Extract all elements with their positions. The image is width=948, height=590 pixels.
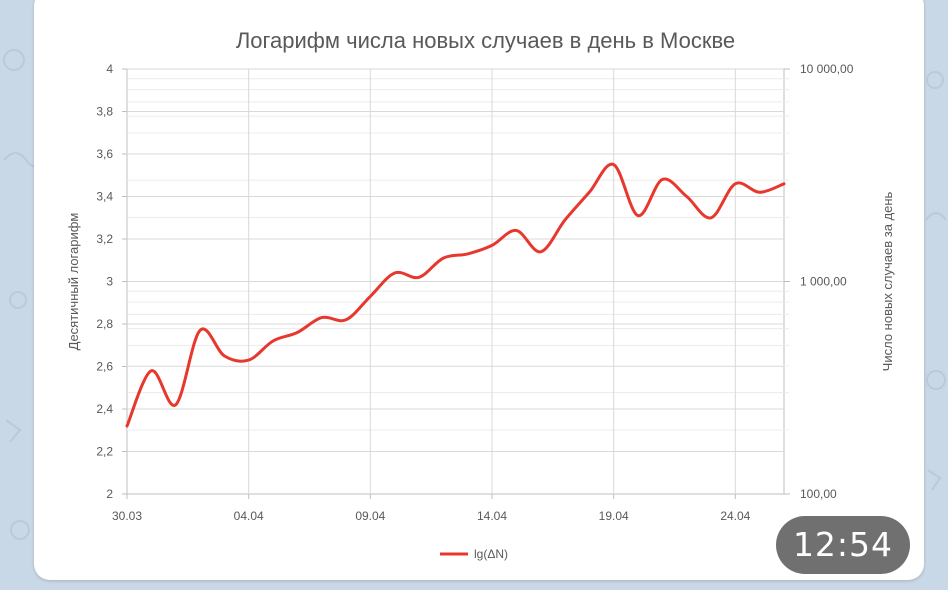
message-card: Логарифм числа новых случаев в день в Мо…: [34, 0, 924, 580]
y-tick-label: 2,6: [96, 360, 113, 374]
y-axis-title: Десятичный логарифм: [66, 213, 81, 351]
x-tick-label: 24.04: [720, 509, 750, 523]
legend-label: lg(ΔN): [474, 547, 508, 561]
x-tick-label: 19.04: [599, 509, 629, 523]
y-tick-label: 3,6: [96, 147, 113, 161]
y-tick-label: 3,4: [96, 190, 113, 204]
y2-tick-label: 1 000,00: [800, 275, 847, 289]
x-tick-label: 09.04: [355, 509, 385, 523]
y2-tick-label: 10 000,00: [800, 62, 854, 76]
y-tick-label: 3: [106, 275, 113, 289]
x-tick-label: 04.04: [234, 509, 264, 523]
x-tick-label: 30.03: [112, 509, 142, 523]
y-tick-label: 2,2: [96, 445, 113, 459]
message-time-badge: 12:54: [776, 516, 910, 574]
y-tick-label: 3,8: [96, 105, 113, 119]
y-tick-label: 2: [106, 487, 113, 501]
y-tick-label: 2,8: [96, 317, 113, 331]
chart: Логарифм числа новых случаев в день в Мо…: [66, 28, 895, 561]
y-tick-label: 4: [106, 62, 113, 76]
chart-title: Логарифм числа новых случаев в день в Мо…: [236, 28, 735, 53]
series-line-lg-dn: [125, 162, 786, 428]
x-tick-label: 14.04: [477, 509, 507, 523]
y2-tick-label: 100,00: [800, 487, 837, 501]
y2-axis-title: Число новых случаев за день: [880, 191, 895, 371]
y-tick-label: 2,4: [96, 402, 113, 416]
y-tick-label: 3,2: [96, 232, 113, 246]
